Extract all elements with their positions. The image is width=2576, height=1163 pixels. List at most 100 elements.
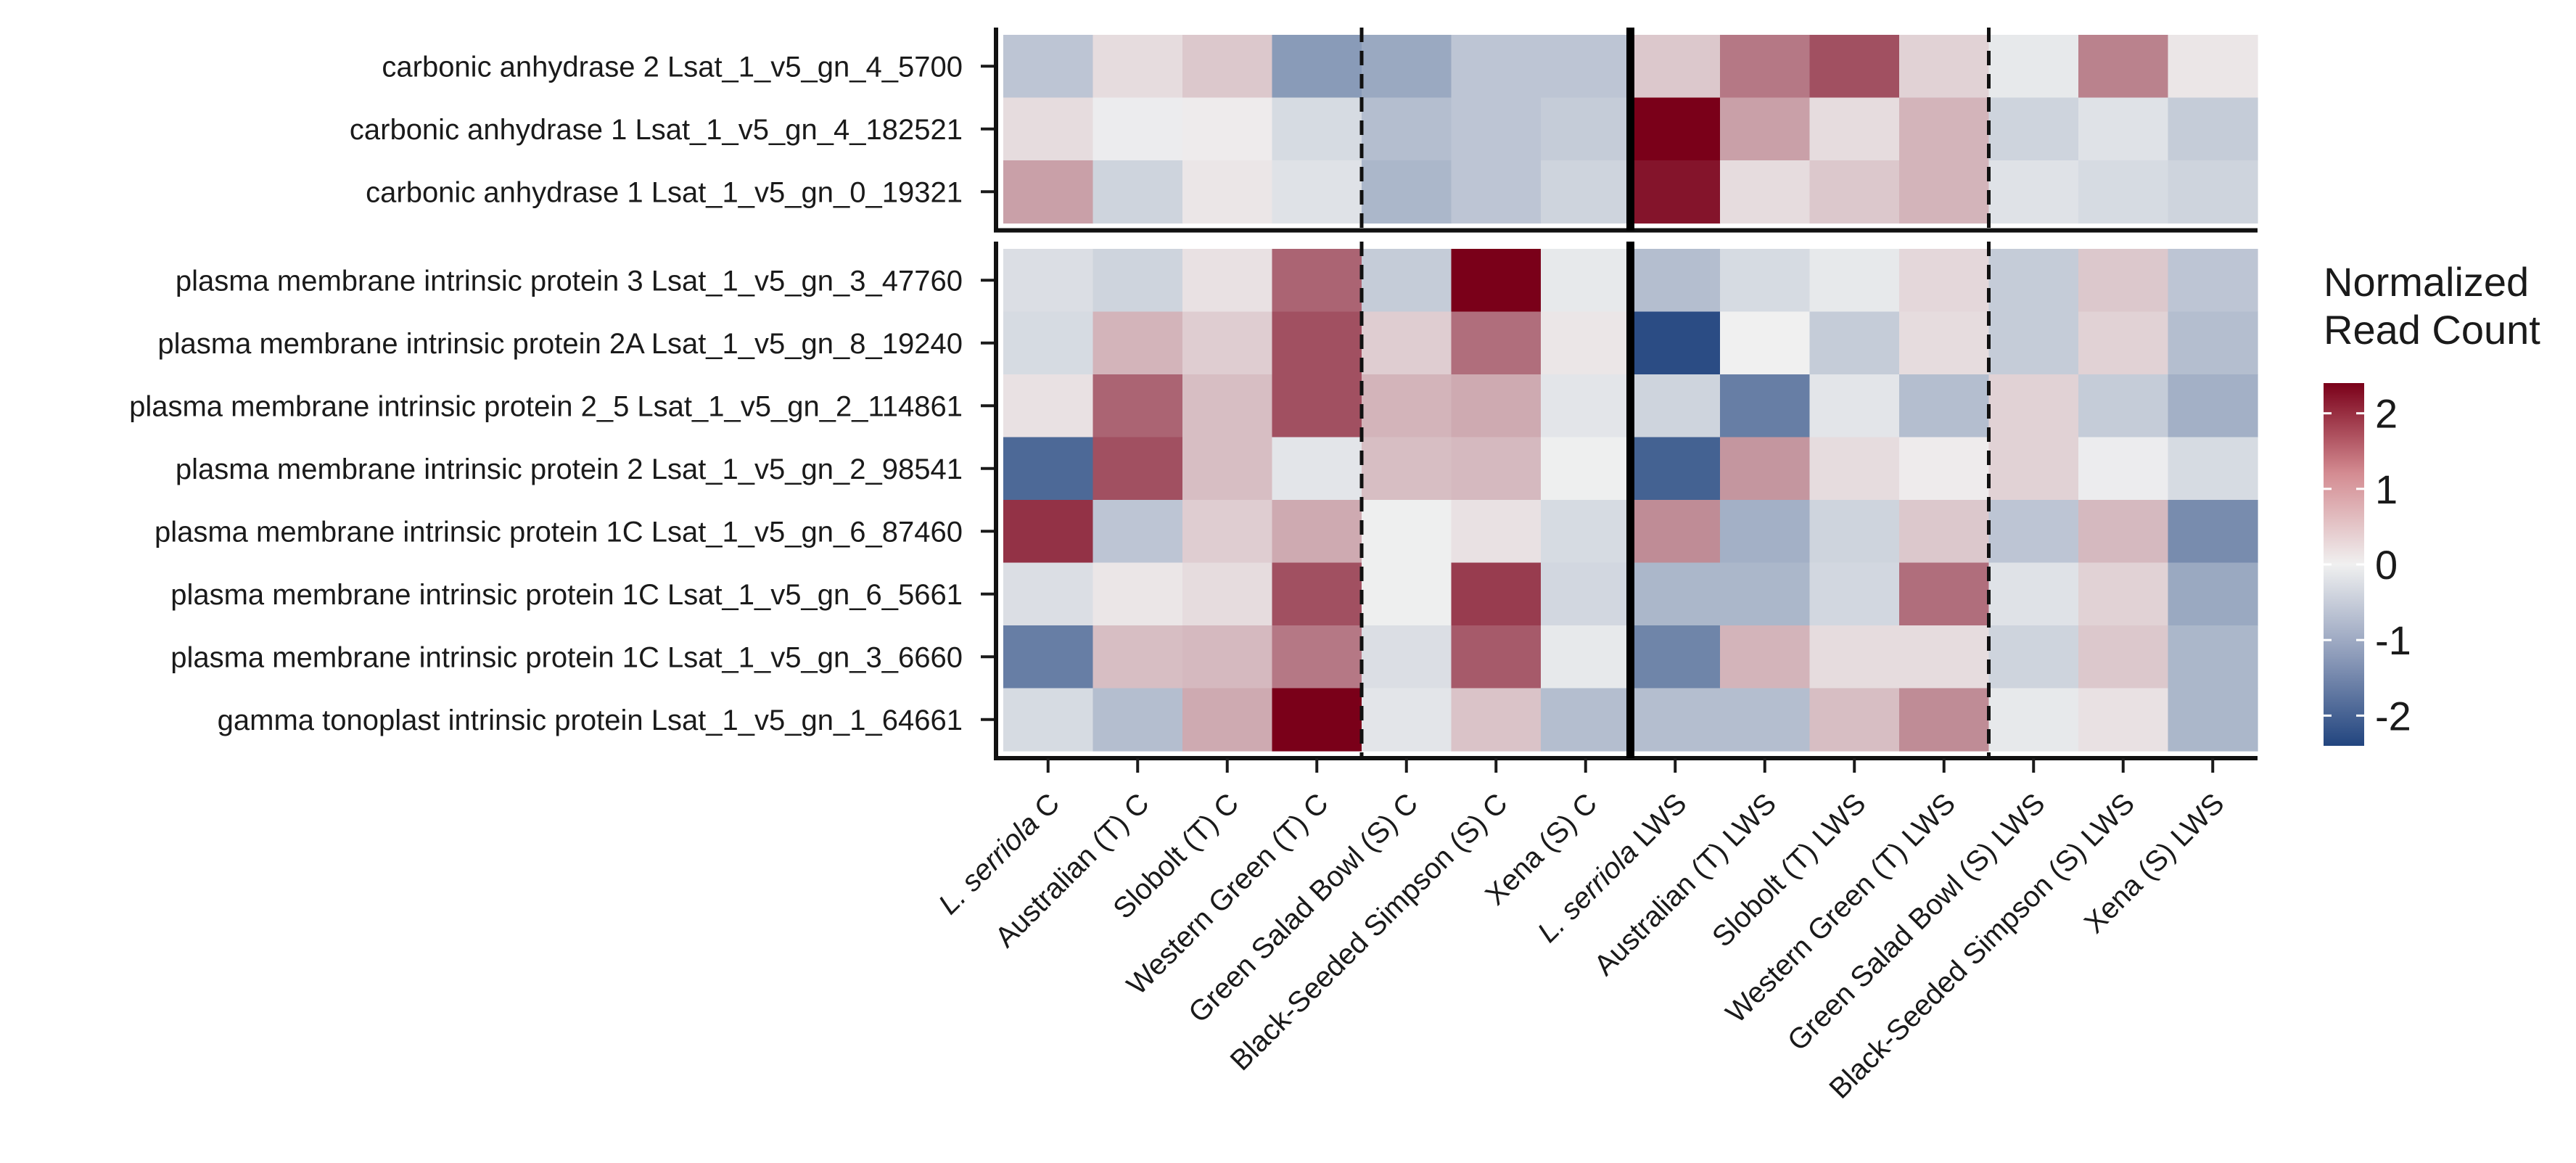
heatmap-cell bbox=[1451, 625, 1542, 689]
heatmap-cell bbox=[2168, 249, 2258, 313]
heatmap-cell bbox=[1272, 688, 1362, 752]
heatmap-cell bbox=[2078, 374, 2169, 438]
heatmap-cell bbox=[1182, 35, 1273, 99]
heatmap-cell bbox=[1988, 160, 2079, 224]
heatmap-cell bbox=[1182, 437, 1273, 501]
heatmap-cell bbox=[1092, 35, 1183, 99]
heatmap-cell bbox=[1988, 625, 2079, 689]
heatmap-cell bbox=[1630, 311, 1721, 375]
heatmap-cell bbox=[1003, 374, 1094, 438]
heatmap-cell bbox=[1899, 249, 1990, 313]
heatmap-cell bbox=[1272, 625, 1362, 689]
heatmap-cell bbox=[1988, 35, 2079, 99]
heatmap-cell bbox=[1362, 688, 1452, 752]
heatmap-cell bbox=[1092, 625, 1183, 689]
heatmap-cell bbox=[1182, 97, 1273, 161]
heatmap-cell bbox=[1988, 374, 2079, 438]
heatmap-cell bbox=[1451, 500, 1542, 564]
heatmap-cell bbox=[1092, 311, 1183, 375]
heatmap-cell bbox=[1003, 97, 1094, 161]
heatmap-cell bbox=[1720, 35, 1811, 99]
heatmap-cell bbox=[2168, 562, 2258, 626]
heatmap-cell bbox=[1003, 688, 1094, 752]
heatmap-cell bbox=[1362, 160, 1452, 224]
heatmap-cell bbox=[1809, 311, 1900, 375]
heatmap-cell bbox=[1182, 500, 1273, 564]
heatmap-cell bbox=[1720, 688, 1811, 752]
heatmap-cell bbox=[1541, 311, 1631, 375]
heatmap-cell bbox=[1720, 97, 1811, 161]
heatmap-cell bbox=[1720, 249, 1811, 313]
heatmap-cell bbox=[1630, 35, 1721, 99]
heatmap-cell bbox=[1362, 562, 1452, 626]
row-label: gamma tonoplast intrinsic protein Lsat_1… bbox=[218, 704, 963, 736]
heatmap-cell bbox=[1451, 374, 1542, 438]
heatmap-cell bbox=[1003, 160, 1094, 224]
heatmap-cell bbox=[2078, 249, 2169, 313]
heatmap-cell bbox=[1182, 688, 1273, 752]
heatmap-cell bbox=[1272, 500, 1362, 564]
legend-tick-label: 1 bbox=[2375, 467, 2398, 512]
heatmap-cell bbox=[1272, 374, 1362, 438]
column-label: Australian (T) C bbox=[989, 787, 1155, 953]
heatmap-cell bbox=[1003, 437, 1094, 501]
heatmap-cell bbox=[1272, 249, 1362, 313]
heatmap-cell bbox=[1809, 374, 1900, 438]
heatmap-cell bbox=[1809, 688, 1900, 752]
row-label: plasma membrane intrinsic protein 1C Lsa… bbox=[170, 641, 963, 673]
heatmap-cell bbox=[1182, 625, 1273, 689]
heatmap-cell bbox=[1182, 562, 1273, 626]
heatmap-cell bbox=[2078, 311, 2169, 375]
row-label: plasma membrane intrinsic protein 2A Lsa… bbox=[157, 328, 963, 360]
row-label: plasma membrane intrinsic protein 1C Lsa… bbox=[170, 579, 963, 611]
heatmap-cell bbox=[1362, 625, 1452, 689]
heatmap-cell bbox=[2168, 374, 2258, 438]
heatmap-cell bbox=[1003, 500, 1094, 564]
heatmap-cell bbox=[1899, 500, 1990, 564]
heatmap-cell bbox=[1003, 311, 1094, 375]
heatmap-cell bbox=[1451, 437, 1542, 501]
heatmap-cell bbox=[1988, 249, 2079, 313]
row-label: carbonic anhydrase 1 Lsat_1_v5_gn_4_1825… bbox=[350, 114, 963, 146]
heatmap-cell bbox=[1092, 249, 1183, 313]
heatmap-cell bbox=[1899, 562, 1990, 626]
row-label: carbonic anhydrase 2 Lsat_1_v5_gn_4_5700 bbox=[382, 51, 963, 83]
heatmap-cell bbox=[1362, 97, 1452, 161]
heatmap-cell bbox=[1809, 35, 1900, 99]
heatmap-cell bbox=[1630, 625, 1721, 689]
heatmap-cell bbox=[2168, 625, 2258, 689]
heatmap-cell bbox=[1003, 35, 1094, 99]
heatmap-cell bbox=[1003, 249, 1094, 313]
legend-title-line-2: Read Count bbox=[2324, 307, 2540, 353]
heatmap-cell bbox=[1451, 97, 1542, 161]
heatmap-cell bbox=[1809, 500, 1900, 564]
heatmap-cell bbox=[1541, 500, 1631, 564]
heatmap-cell bbox=[1541, 249, 1631, 313]
heatmap-cell bbox=[1272, 160, 1362, 224]
heatmap-cell bbox=[1720, 562, 1811, 626]
heatmap-cell bbox=[2078, 160, 2169, 224]
heatmap-cell bbox=[1809, 160, 1900, 224]
heatmap-cell bbox=[1272, 437, 1362, 501]
heatmap-cell bbox=[1630, 562, 1721, 626]
heatmap-cell bbox=[1899, 35, 1990, 99]
heatmap-cell bbox=[2078, 688, 2169, 752]
row-label: plasma membrane intrinsic protein 2 Lsat… bbox=[176, 453, 963, 485]
row-label: plasma membrane intrinsic protein 3 Lsat… bbox=[176, 265, 963, 297]
heatmap-cell bbox=[1092, 500, 1183, 564]
heatmap-cell bbox=[2168, 160, 2258, 224]
heatmap-cell bbox=[1182, 374, 1273, 438]
heatmap-cell bbox=[1720, 625, 1811, 689]
heatmap-cell bbox=[1272, 35, 1362, 99]
heatmap-cell bbox=[1809, 437, 1900, 501]
legend-tick-label: -1 bbox=[2375, 617, 2411, 663]
heatmap-cell bbox=[1362, 500, 1452, 564]
legend-tick-label: 2 bbox=[2375, 391, 2398, 437]
heatmap-cell bbox=[1630, 500, 1721, 564]
heatmap-cell bbox=[1541, 374, 1631, 438]
heatmap-cell bbox=[1720, 160, 1811, 224]
heatmap-cell bbox=[1630, 688, 1721, 752]
heatmap-cell bbox=[1182, 160, 1273, 224]
heatmap-cell bbox=[1541, 437, 1631, 501]
heatmap-cell bbox=[1988, 97, 2079, 161]
